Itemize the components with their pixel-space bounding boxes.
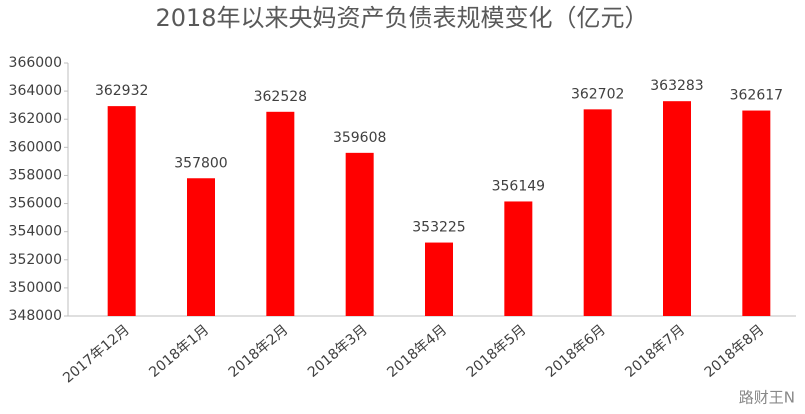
y-tick-label: 354000 <box>9 224 62 240</box>
data-label: 362932 <box>95 83 148 99</box>
bar <box>107 106 136 317</box>
data-label: 362528 <box>254 89 307 105</box>
bar <box>266 111 295 316</box>
data-label: 356149 <box>492 178 545 194</box>
y-tick-label: 358000 <box>9 167 62 183</box>
bar <box>425 242 453 316</box>
y-tick-label: 360000 <box>9 139 62 155</box>
bar <box>583 109 612 316</box>
data-label: 357800 <box>174 155 227 171</box>
data-label: 362617 <box>730 88 783 104</box>
data-label: 359608 <box>333 130 386 146</box>
bar <box>345 152 374 316</box>
chart-title: 2018年以来央妈资产负债表规模变化（亿元） <box>155 4 648 32</box>
y-tick-label: 348000 <box>9 308 62 324</box>
data-label: 362702 <box>571 86 624 102</box>
bar <box>742 110 771 316</box>
data-label: 353225 <box>412 220 465 236</box>
y-tick-label: 350000 <box>9 280 62 296</box>
watermark: 路财王N <box>739 389 795 407</box>
y-tick-label: 352000 <box>9 252 62 268</box>
data-label: 363283 <box>650 78 703 94</box>
y-tick-label: 362000 <box>9 111 62 127</box>
bar <box>663 101 691 317</box>
y-tick-label: 364000 <box>9 83 62 99</box>
bar <box>187 178 215 316</box>
y-tick-label: 356000 <box>9 196 62 212</box>
bar <box>504 201 533 316</box>
y-tick-label: 366000 <box>9 55 62 71</box>
